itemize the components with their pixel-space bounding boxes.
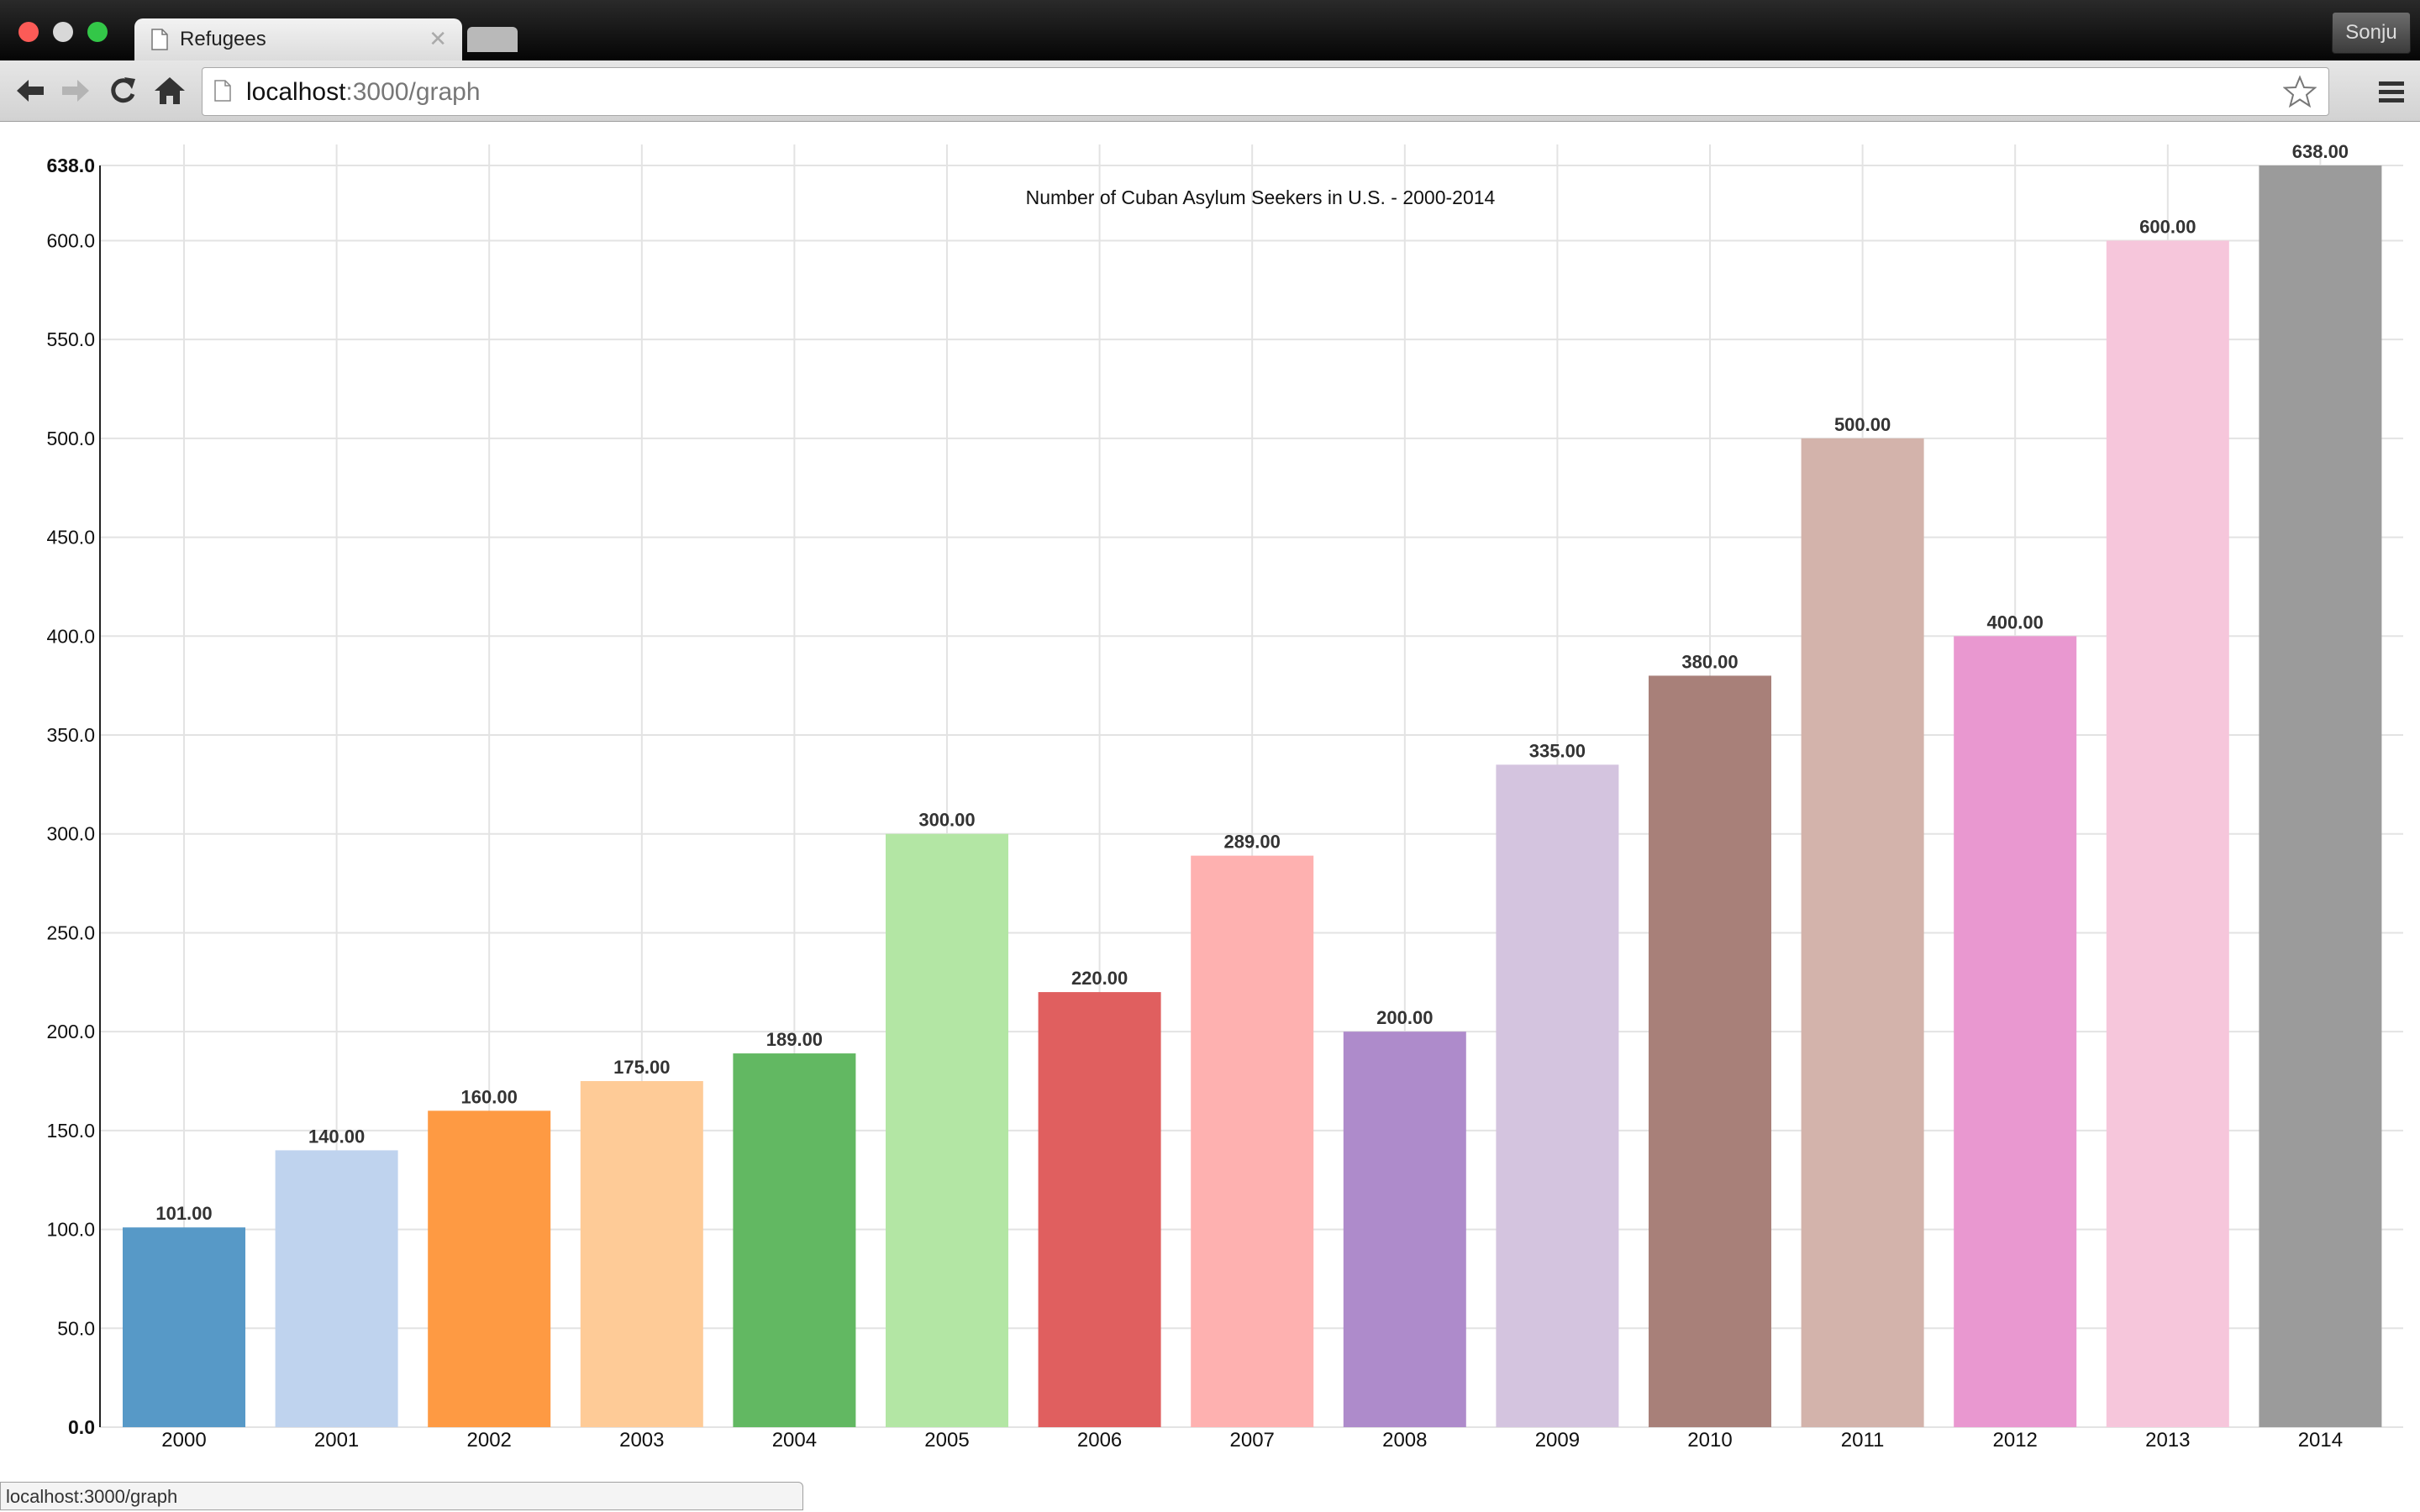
bar-2012 [1954, 636, 2077, 1427]
bar-value-label: 140.00 [308, 1126, 365, 1147]
x-tick-label: 2003 [619, 1429, 664, 1452]
reload-icon[interactable] [104, 72, 141, 109]
bar-value-label: 638.00 [2292, 141, 2349, 162]
x-tick-label: 2007 [1230, 1429, 1275, 1452]
x-tick-label: 2013 [2145, 1429, 2190, 1452]
y-tick-label: 400.0 [46, 625, 95, 647]
bar-2013 [2106, 240, 2229, 1427]
y-tick-label: 450.0 [46, 527, 95, 549]
bar-value-label: 600.00 [2139, 216, 2196, 237]
bar-2010 [1649, 675, 1771, 1427]
y-tick-label: 0.0 [68, 1416, 95, 1438]
bar-value-label: 220.00 [1071, 968, 1128, 989]
bar-2011 [1801, 438, 1924, 1427]
page-icon [151, 29, 168, 50]
x-tick-label: 2004 [772, 1429, 817, 1452]
bookmark-star-icon[interactable] [2283, 75, 2317, 108]
bar-value-label: 189.00 [766, 1029, 823, 1050]
chart-title: Number of Cuban Asylum Seekers in U.S. -… [1026, 186, 1496, 208]
x-tick-label: 2011 [1841, 1429, 1885, 1452]
forward-arrow-icon[interactable] [57, 72, 94, 109]
x-tick-label: 2002 [467, 1429, 512, 1452]
y-tick-label: 300.0 [46, 823, 95, 845]
bar-value-label: 400.00 [1987, 612, 2044, 633]
labels: 0.0 50.0 100.0 150.0 200.0 250.0 300.0 350.0 400… [46, 141, 2349, 1452]
x-tick-label: 2008 [1382, 1429, 1427, 1452]
bar-2006 [1038, 992, 1161, 1427]
bar-2005 [886, 833, 1008, 1427]
tab-refugees[interactable]: Refugees ✕ [134, 18, 462, 60]
x-tick-label: 2001 [314, 1429, 359, 1452]
bar-value-label: 101.00 [155, 1203, 212, 1224]
url-host: localhost [246, 78, 346, 106]
bar-value-label: 175.00 [613, 1057, 670, 1078]
x-tick-label: 2006 [1077, 1429, 1122, 1452]
x-tick-label: 2000 [161, 1429, 206, 1452]
browser-title-bar: Refugees ✕ Sonju [0, 0, 2420, 60]
status-bubble: localhost:3000/graph [0, 1482, 803, 1510]
y-tick-label: 350.0 [46, 724, 95, 746]
window-close-button[interactable] [18, 22, 39, 42]
bar-value-label: 200.00 [1376, 1007, 1433, 1028]
page-icon [214, 80, 231, 102]
bar-2004 [733, 1053, 856, 1427]
y-tick-label: 250.0 [46, 921, 95, 943]
back-arrow-icon[interactable] [12, 72, 49, 109]
url-text: localhost:3000/graph [246, 78, 481, 107]
bar-2014 [2259, 165, 2382, 1427]
address-bar[interactable]: localhost:3000/graph [202, 67, 2329, 116]
bar-2009 [1496, 764, 1619, 1427]
bar-2003 [580, 1081, 703, 1427]
bar-2008 [1343, 1032, 1466, 1427]
y-tick-label: 550.0 [46, 328, 95, 350]
window-zoom-button[interactable] [87, 22, 108, 42]
x-tick-label: 2010 [1687, 1429, 1732, 1452]
bars [123, 165, 2382, 1427]
x-tick-label: 2012 [1993, 1429, 2038, 1452]
window-minimize-button[interactable] [53, 22, 73, 42]
y-tick-label: 638.0 [46, 155, 95, 176]
y-tick-label: 150.0 [46, 1120, 95, 1142]
bar-2001 [275, 1150, 398, 1427]
profile-button[interactable]: Sonju [2332, 12, 2411, 54]
new-tab-button[interactable] [467, 27, 518, 52]
menu-icon[interactable] [2375, 76, 2408, 109]
tab-title: Refugees [180, 28, 266, 50]
y-tick-label: 600.0 [46, 229, 95, 251]
url-path: :3000/graph [345, 78, 481, 106]
y-tick-label: 200.0 [46, 1021, 95, 1042]
x-tick-label: 2014 [2298, 1429, 2343, 1452]
y-tick-label: 100.0 [46, 1219, 95, 1241]
bar-value-label: 380.00 [1681, 651, 1738, 672]
y-tick-label: 500.0 [46, 428, 95, 449]
home-icon[interactable] [151, 72, 188, 109]
x-tick-label: 2009 [1535, 1429, 1580, 1452]
bar-value-label: 289.00 [1224, 832, 1281, 853]
browser-toolbar: localhost:3000/graph [0, 60, 2420, 122]
bar-value-label: 335.00 [1529, 740, 1586, 761]
bar-value-label: 160.00 [461, 1086, 518, 1107]
bar-2000 [123, 1227, 245, 1427]
x-tick-label: 2005 [924, 1429, 969, 1452]
bar-2007 [1191, 855, 1314, 1427]
bar-chart: 0.0 50.0 100.0 150.0 200.0 250.0 300.0 350.0 400… [46, 141, 2403, 1452]
bar-value-label: 300.00 [918, 810, 975, 831]
tab-close-icon[interactable]: ✕ [429, 26, 447, 51]
bar-value-label: 500.00 [1834, 414, 1891, 435]
bar-2002 [428, 1110, 551, 1427]
y-tick-label: 50.0 [57, 1317, 95, 1339]
